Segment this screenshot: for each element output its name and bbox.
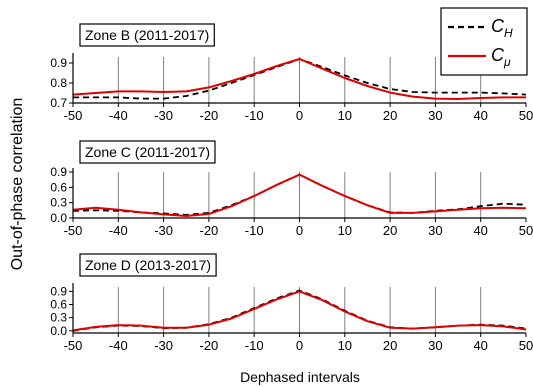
series-line-c-mu — [72, 290, 527, 332]
x-tick-label: -10 — [245, 338, 264, 353]
x-tick-label: 0 — [296, 338, 303, 353]
x-tick-label: 30 — [428, 223, 442, 238]
x-tick-label: 0 — [296, 108, 303, 123]
x-tick-label: -40 — [109, 338, 128, 353]
x-tick-label: -20 — [200, 108, 219, 123]
x-tick-label: 50 — [519, 108, 533, 123]
y-tick-label: 0.9 — [50, 56, 67, 70]
x-tick-label: 30 — [428, 338, 442, 353]
y-tick-label: 0.6 — [50, 298, 67, 312]
chart-panels: -50 -40 -30 -20 -10 0 10 20 30 40 50 0.7 0.8 0.9 Zone … — [50, 23, 533, 353]
y-tick-label: 0.7 — [50, 96, 67, 110]
x-tick-label: 20 — [383, 223, 397, 238]
y-tick-label: 0.0 — [50, 211, 67, 225]
panel-title-box — [79, 140, 216, 164]
panel-title: Zone D (2013-2017) — [79, 253, 217, 277]
legend-label-c-h: CH — [491, 16, 513, 40]
x-tick-label: -20 — [200, 223, 219, 238]
x-tick-label: 0 — [296, 223, 303, 238]
x-tick-label: -40 — [109, 223, 128, 238]
y-tick-label: 0.9 — [50, 284, 67, 298]
x-tick-label: 50 — [519, 338, 533, 353]
x-tick-label: -50 — [64, 338, 83, 353]
panel-title-text: Zone C (2011-2017) — [85, 144, 210, 160]
x-tick-label: -40 — [109, 108, 128, 123]
legend: CH Cμ — [440, 7, 528, 76]
x-tick-label: 20 — [383, 108, 397, 123]
panel-title-box — [79, 23, 215, 47]
x-tick-label: 10 — [338, 223, 352, 238]
x-tick-label: -30 — [154, 223, 173, 238]
y-tick-label: 0.3 — [50, 311, 67, 325]
x-tick-label: 20 — [383, 338, 397, 353]
panel-3: -50 -40 -30 -20 -10 0 10 20 30 40 50 0.00.30.60.9 Zo… — [50, 253, 533, 353]
legend-label-c-mu: Cμ — [491, 45, 511, 69]
legend-box — [440, 7, 528, 76]
x-tick-label: -10 — [245, 108, 264, 123]
x-tick-label: -20 — [200, 338, 219, 353]
x-tick-label: 30 — [428, 108, 442, 123]
y-axis-label: Out-of-phase correlation — [9, 98, 26, 271]
x-tick-label: 50 — [519, 223, 533, 238]
x-tick-label: 40 — [473, 338, 487, 353]
panel-2: -50 -40 -30 -20 -10 0 10 20 30 40 50 0.00.3 0.60.9 Zo… — [50, 140, 533, 238]
panel-1: -50 -40 -30 -20 -10 0 10 20 30 40 50 0.7 0.8 0.9 Zone … — [50, 23, 533, 123]
x-tick-label: 40 — [473, 108, 487, 123]
y-tick-label: 0.9 — [50, 165, 67, 179]
x-tick-label: -10 — [245, 223, 264, 238]
panel-title: Zone C (2011-2017) — [79, 140, 216, 164]
x-tick-label: -50 — [64, 223, 83, 238]
series-line-c-mu — [72, 173, 527, 217]
x-tick-label: -30 — [154, 108, 173, 123]
x-tick-label: -50 — [64, 108, 83, 123]
y-tick-label: 0.0 — [50, 324, 67, 338]
panel-title-text: Zone B (2011-2017) — [85, 27, 209, 43]
x-tick-label: 10 — [338, 338, 352, 353]
panel-title-text: Zone D (2013-2017) — [85, 257, 211, 273]
y-tick-label: 0.8 — [50, 76, 67, 90]
y-tick-label: 0.3 — [50, 196, 67, 210]
y-tick-label: 0.6 — [50, 180, 67, 194]
x-tick-label: 40 — [473, 223, 487, 238]
panel-title: Zone B (2011-2017) — [79, 23, 215, 47]
series-line-c-mu — [72, 58, 526, 100]
x-tick-label: 10 — [338, 108, 352, 123]
x-axis-label: Dephased intervals — [240, 369, 360, 385]
panel-title-box — [79, 253, 217, 277]
x-tick-label: -30 — [154, 338, 173, 353]
